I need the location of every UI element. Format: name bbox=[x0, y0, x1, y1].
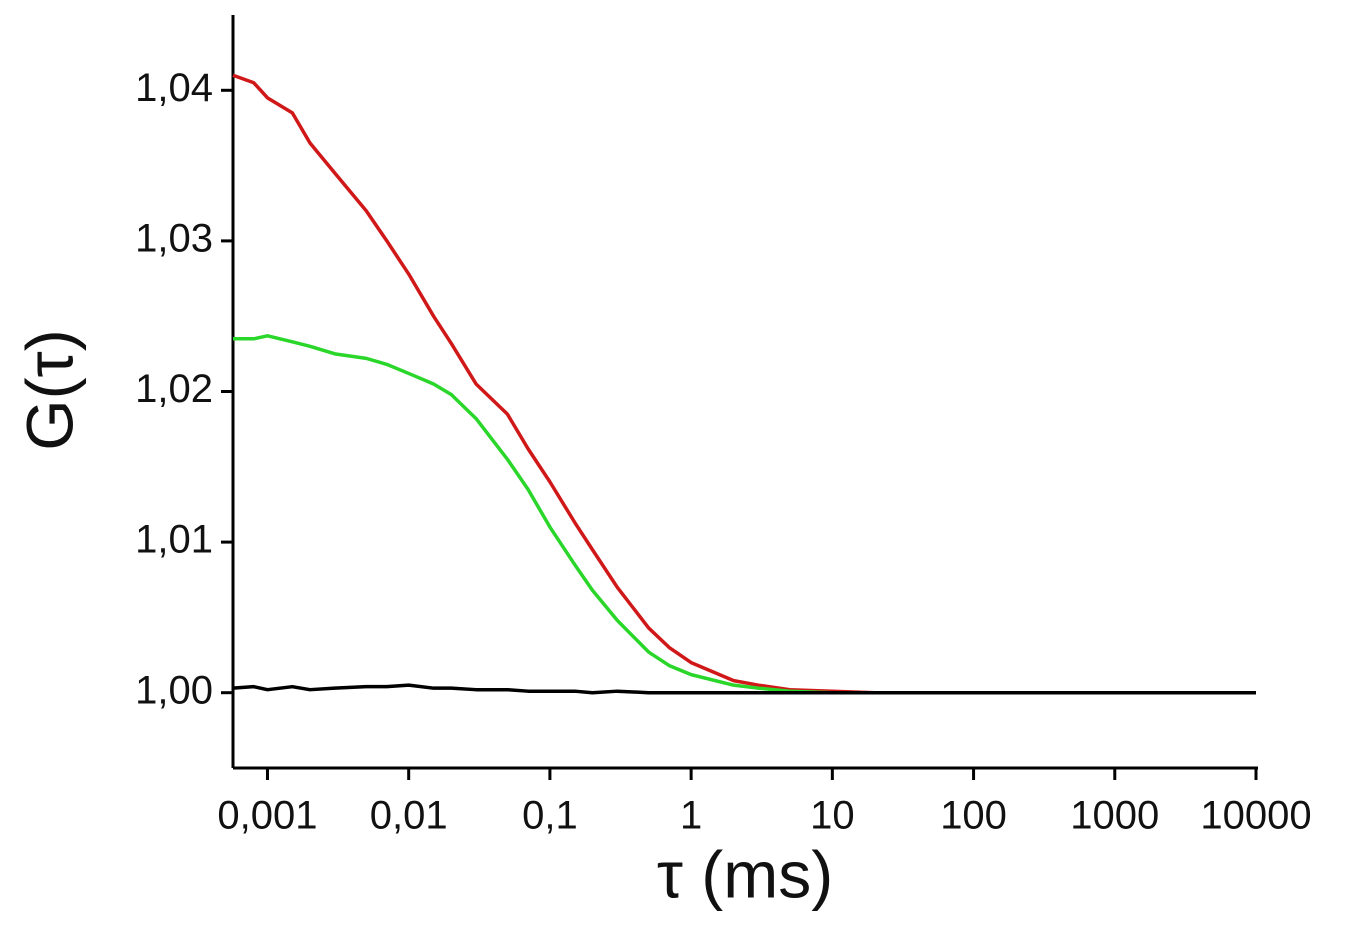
x-tick-label: 1 bbox=[680, 794, 702, 838]
y-tick-label: 1,01 bbox=[135, 518, 213, 562]
y-axis-title: G(τ) bbox=[12, 329, 86, 450]
y-tick-label: 1,03 bbox=[135, 216, 213, 260]
data-line bbox=[233, 334, 1256, 695]
x-axis-title: τ (ms) bbox=[657, 837, 833, 911]
x-tick-label: 0,001 bbox=[217, 794, 317, 838]
x-tick-label: 1000 bbox=[1070, 794, 1159, 838]
x-tick-label: 0,01 bbox=[370, 794, 448, 838]
data-line bbox=[232, 683, 1256, 695]
x-tick-label: 0,1 bbox=[522, 794, 578, 838]
y-tick-label: 1,00 bbox=[135, 668, 213, 712]
y-tick-label: 1,02 bbox=[135, 367, 213, 411]
y-tick-label: 1,04 bbox=[135, 66, 213, 110]
x-tick-label: 10000 bbox=[1200, 794, 1311, 838]
x-tick-label: 10 bbox=[810, 794, 855, 838]
data-line bbox=[232, 73, 1256, 695]
x-tick-label: 100 bbox=[940, 794, 1007, 838]
